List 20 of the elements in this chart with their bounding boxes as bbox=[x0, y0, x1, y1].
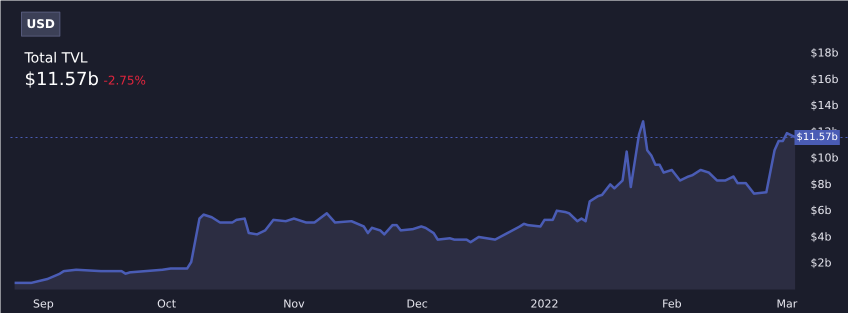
text: $11.57b bbox=[24, 68, 99, 90]
y-tick-label: $18b bbox=[810, 46, 838, 60]
x-tick-label: Dec bbox=[406, 298, 428, 310]
y-tick-label: $8b bbox=[810, 178, 832, 191]
ref-line-label: $11.57b bbox=[796, 132, 838, 144]
y-tick-label: $6b bbox=[810, 204, 832, 218]
annotation: USD bbox=[26, 17, 55, 32]
y-tick-label: $10b bbox=[810, 152, 838, 165]
y-tick-label: $4b bbox=[810, 230, 832, 244]
x-tick-label: Mar bbox=[776, 298, 798, 310]
x-tick-label: 2022 bbox=[530, 298, 559, 310]
text: Total TVL bbox=[24, 50, 88, 66]
x-tick-label: Sep bbox=[32, 298, 54, 310]
annotation: -2.75% bbox=[104, 74, 146, 88]
y-tick-label: $16b bbox=[810, 72, 838, 86]
y-tick-label: $2b bbox=[810, 256, 832, 270]
x-tick-label: Feb bbox=[662, 298, 682, 310]
x-tick-label: Nov bbox=[283, 298, 306, 310]
y-tick-label: $14b bbox=[810, 99, 838, 112]
x-tick-label: Oct bbox=[157, 298, 177, 310]
